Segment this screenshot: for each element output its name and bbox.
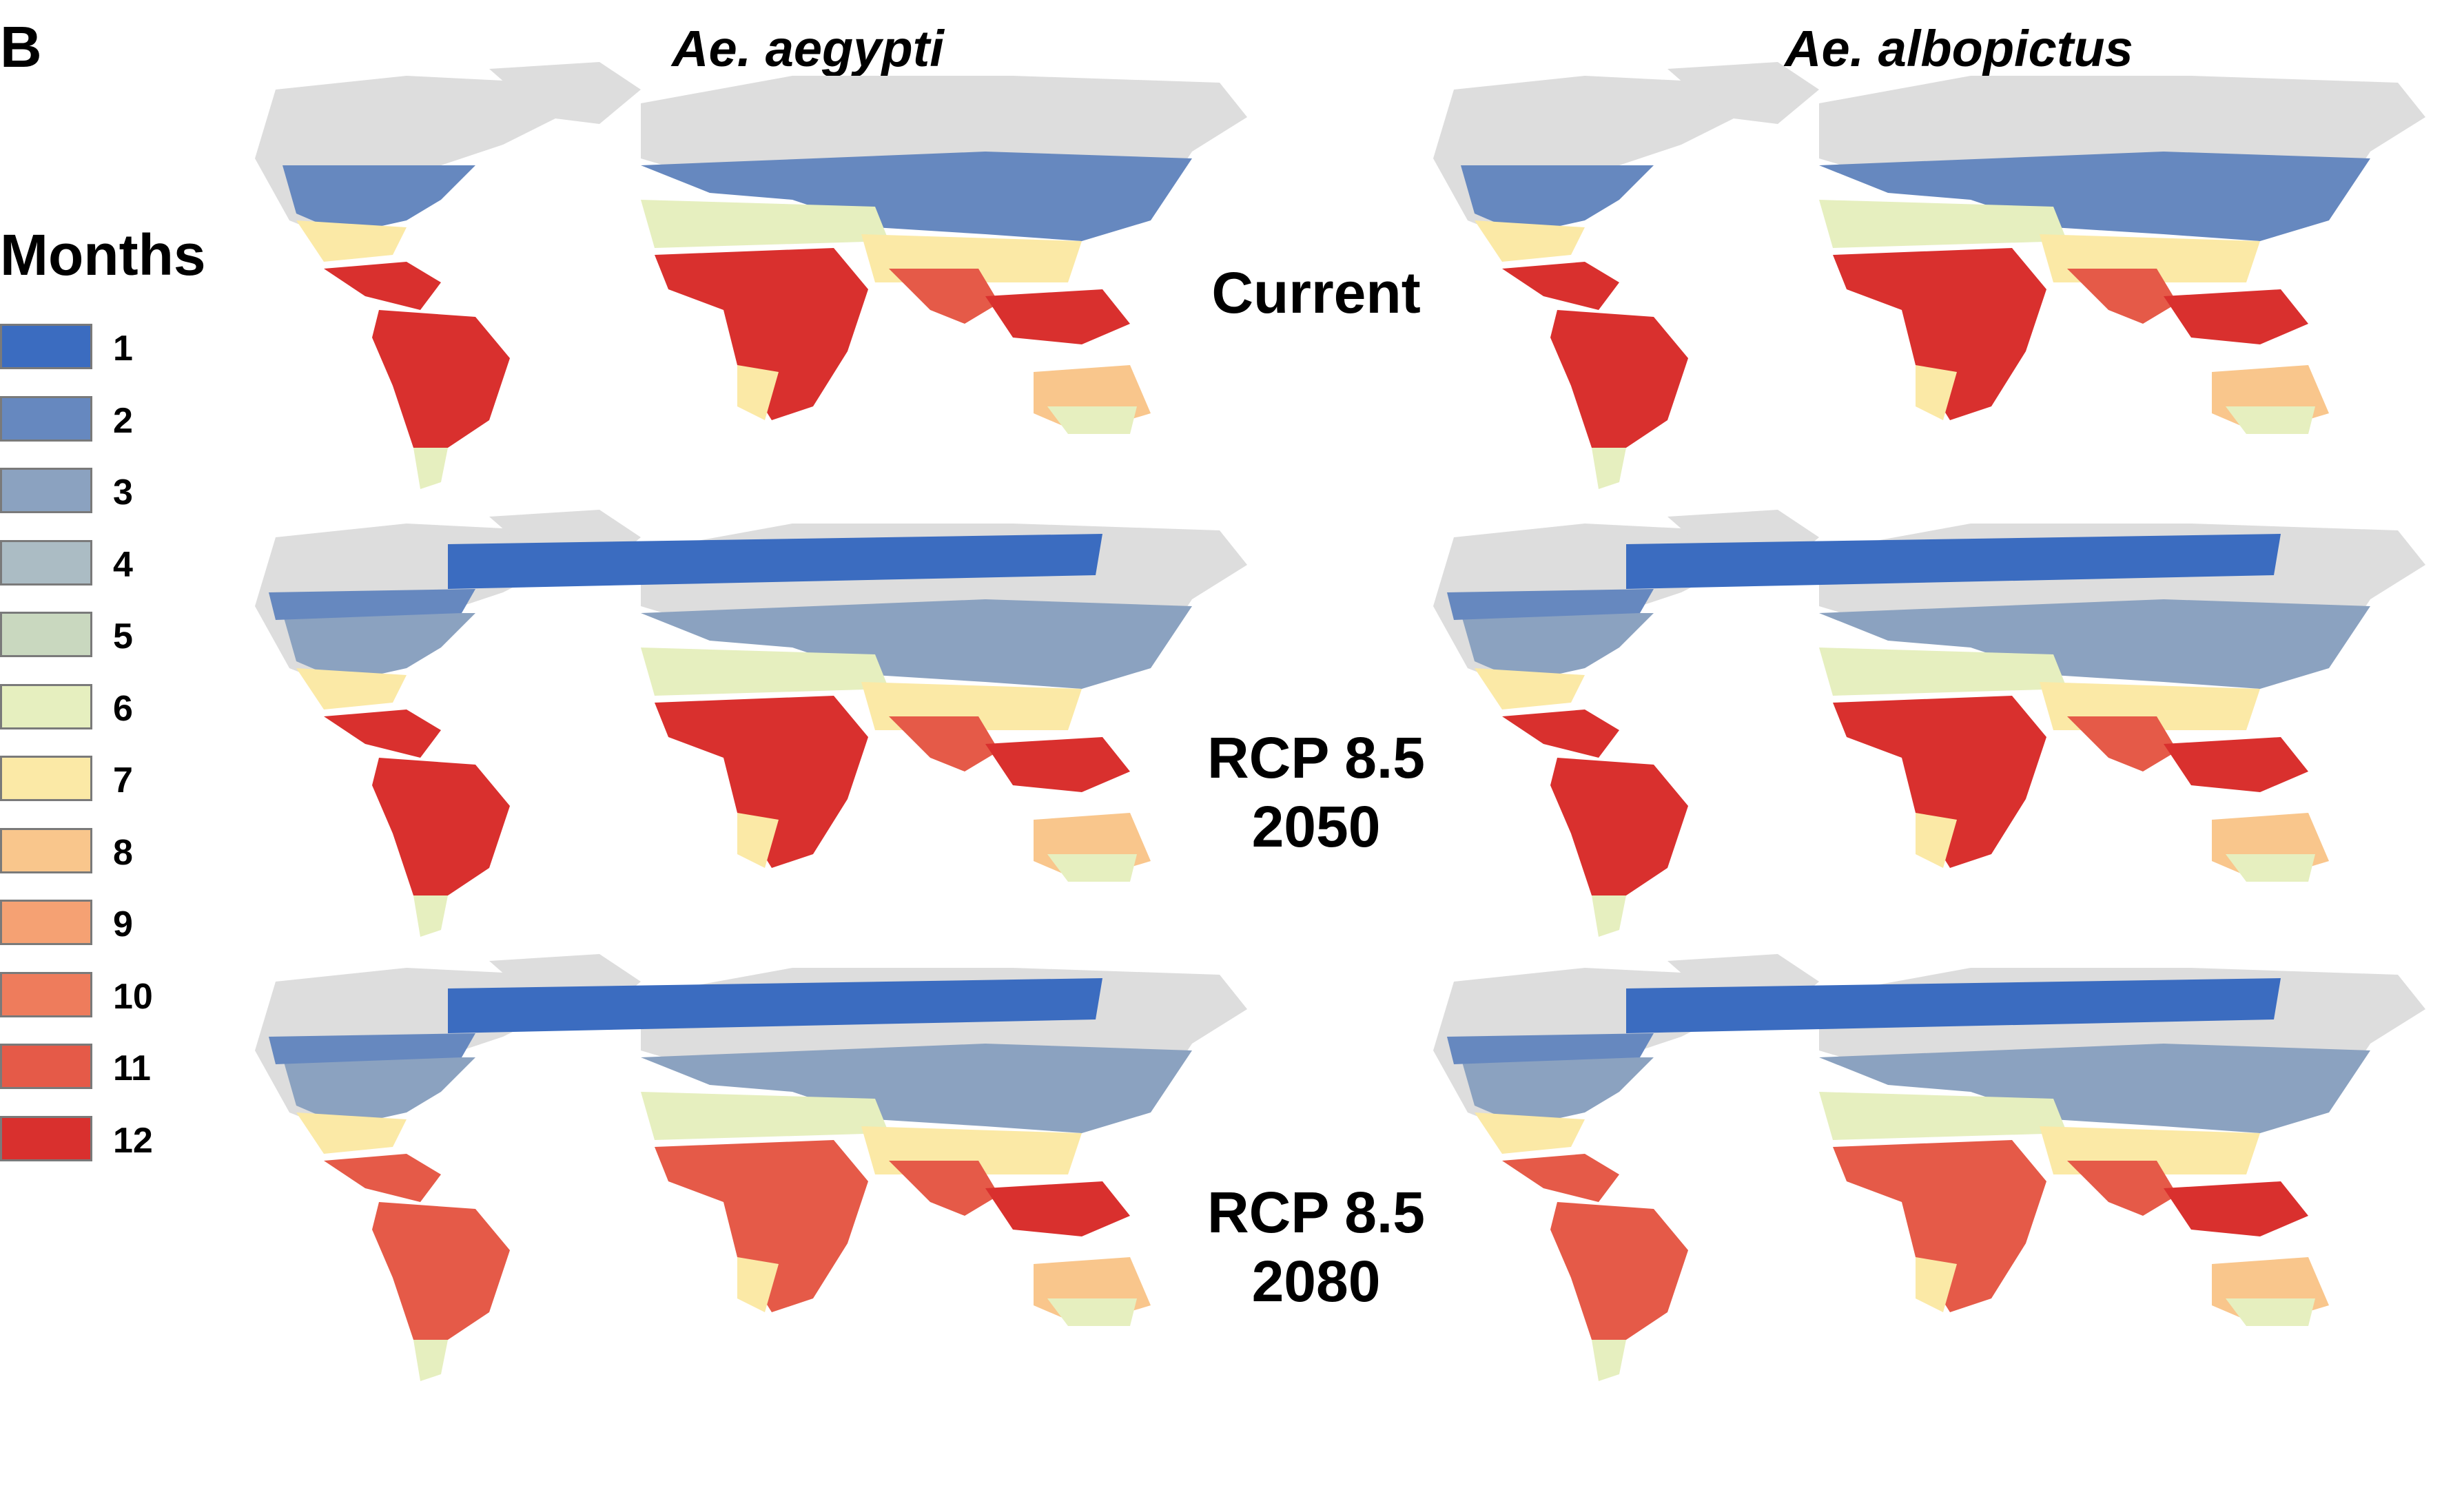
legend-title: Months <box>0 222 206 287</box>
legend-swatch <box>0 971 92 1017</box>
legend-swatch <box>0 1115 92 1161</box>
legend-label: 5 <box>113 617 133 656</box>
legend-swatch <box>0 900 92 945</box>
legend-entry: 2 <box>0 395 179 454</box>
panel-label: B <box>0 14 42 79</box>
legend-swatch <box>0 468 92 513</box>
suitability-map <box>117 62 1330 496</box>
suitability-map <box>117 510 1330 944</box>
row-label-line2: 2050 <box>1251 794 1381 859</box>
legend-entry: 12 <box>0 1115 179 1174</box>
row-label-line1: RCP 8.5 <box>1207 1180 1425 1245</box>
legend-swatch <box>0 683 92 729</box>
row-label-line1: RCP 8.5 <box>1207 725 1425 790</box>
legend-entry: 3 <box>0 468 179 526</box>
row-label-line2: 2080 <box>1251 1249 1381 1314</box>
legend-label: 2 <box>113 400 133 441</box>
legend-swatch <box>0 539 92 586</box>
legend-label: 7 <box>113 760 133 800</box>
column-title-aegypti: Ae. aegypti <box>672 20 944 77</box>
suitability-map <box>1295 510 2453 944</box>
legend-label: 3 <box>113 473 133 512</box>
legend-label: 1 <box>113 329 133 369</box>
suitability-map <box>1295 954 2453 1388</box>
legend-entry: 5 <box>0 612 179 670</box>
legend-swatch <box>0 756 92 801</box>
legend-entry: 10 <box>0 971 179 1030</box>
legend-entry: 7 <box>0 756 179 814</box>
row-label-current: Current <box>1171 258 1461 327</box>
legend-entry: 6 <box>0 683 179 742</box>
row-label-2050: RCP 8.5 2050 <box>1171 723 1461 861</box>
legend-entry: 1 <box>0 324 179 382</box>
legend-entry: 11 <box>0 1044 179 1101</box>
suitability-map <box>1295 62 2453 496</box>
legend-label: 8 <box>113 832 133 873</box>
legend-label: 12 <box>113 1120 153 1161</box>
row-label-2080: RCP 8.5 2080 <box>1171 1178 1461 1316</box>
legend-entry: 8 <box>0 827 179 886</box>
legend-label: 10 <box>113 976 153 1017</box>
legend-entry: 4 <box>0 539 179 598</box>
legend-label: 6 <box>113 688 133 729</box>
legend-swatch <box>0 827 92 873</box>
suitability-map <box>117 954 1330 1388</box>
legend-swatch <box>0 395 92 442</box>
column-title-albopictus: Ae. albopictus <box>1785 20 2133 77</box>
legend-swatch <box>0 612 92 657</box>
legend-swatch <box>0 1044 92 1089</box>
legend-label: 11 <box>113 1048 151 1088</box>
legend-label: 4 <box>113 544 133 585</box>
legend-label: 9 <box>113 904 133 944</box>
legend-swatch <box>0 324 92 369</box>
legend-entry: 9 <box>0 900 179 957</box>
row-label-line1: Current <box>1211 260 1421 325</box>
